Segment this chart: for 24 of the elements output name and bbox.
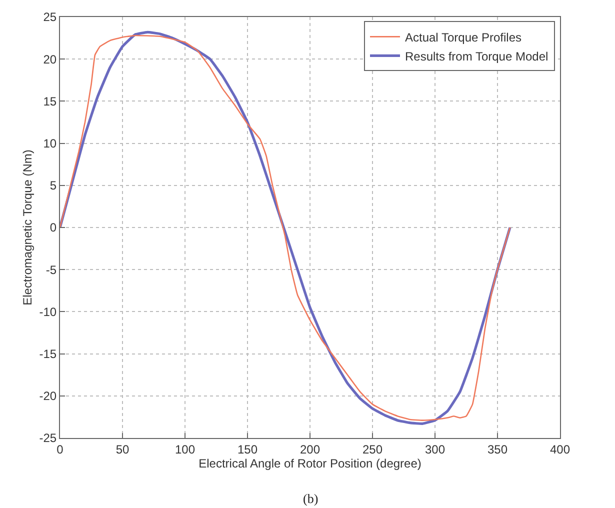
- x-tick-label: 100: [174, 442, 196, 456]
- x-tick-label: 300: [424, 442, 446, 456]
- y-tick-label: -15: [39, 347, 57, 361]
- y-tick-label: 5: [50, 178, 57, 193]
- x-tick-label: 150: [237, 442, 258, 456]
- legend-label: Actual Torque Profiles: [405, 30, 522, 44]
- x-tick-label: 50: [116, 442, 130, 456]
- x-tick-label: 200: [300, 442, 320, 456]
- y-tick-label: 20: [43, 52, 57, 66]
- x-axis-title: Electrical Angle of Rotor Position (degree): [198, 456, 422, 470]
- y-tick-label: 25: [43, 10, 57, 24]
- text: (b): [303, 491, 318, 506]
- legend-label: Results from Torque Model: [405, 49, 548, 64]
- y-tick-label: -20: [39, 389, 57, 404]
- x-tick-label: 250: [362, 442, 383, 456]
- x-tick-label: 350: [487, 442, 508, 456]
- y-tick-label: 10: [43, 136, 57, 150]
- y-tick-label: -10: [39, 304, 57, 319]
- y-tick-label: -25: [39, 431, 57, 446]
- y-tick-label: 15: [43, 94, 57, 108]
- y-axis-title: Electromagnetic Torque (Nm): [20, 150, 35, 306]
- y-tick-label: -5: [46, 262, 57, 277]
- y-tick-label: 0: [50, 220, 57, 235]
- x-tick-label: 400: [550, 442, 570, 456]
